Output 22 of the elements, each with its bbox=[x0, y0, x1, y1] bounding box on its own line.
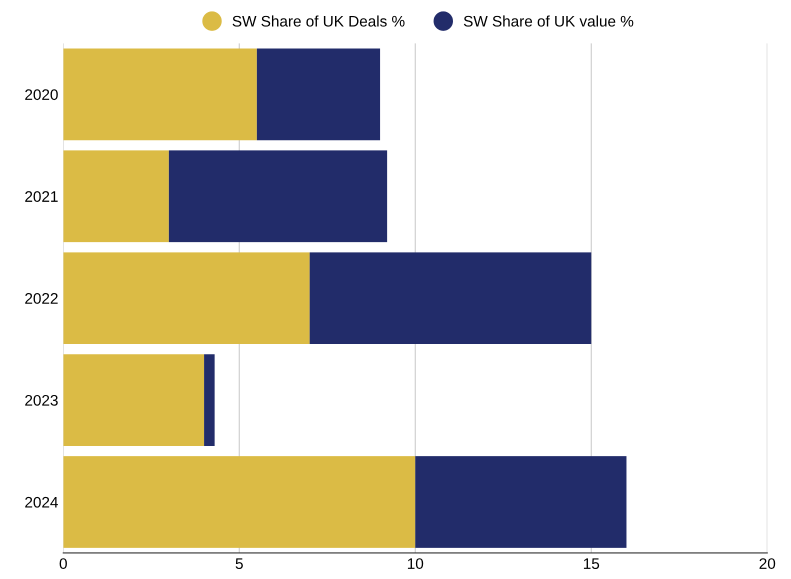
bar bbox=[256, 48, 380, 140]
x-tick-label: 5 bbox=[236, 558, 243, 570]
y-tick-label: 2024 bbox=[25, 496, 58, 508]
x-tick-label: 0 bbox=[60, 558, 67, 570]
x-tick-label: 20 bbox=[760, 558, 776, 570]
bar bbox=[63, 252, 310, 344]
bar bbox=[63, 354, 204, 446]
bar bbox=[415, 456, 626, 548]
bar bbox=[204, 354, 215, 446]
bar bbox=[310, 252, 592, 344]
y-tick-label: 2020 bbox=[25, 89, 58, 100]
bar bbox=[63, 150, 169, 242]
y-tick-label: 2021 bbox=[25, 191, 58, 202]
legend-label: SW Share of UK value % bbox=[464, 15, 634, 27]
bar bbox=[63, 456, 416, 548]
legend-label: SW Share of UK Deals % bbox=[232, 15, 405, 27]
x-tick-label: 15 bbox=[584, 558, 600, 570]
y-tick-label: 2023 bbox=[25, 394, 58, 406]
x-tick-label: 10 bbox=[408, 558, 424, 570]
y-tick-label: 2022 bbox=[25, 293, 58, 304]
bar bbox=[168, 150, 388, 242]
bar bbox=[63, 48, 257, 140]
